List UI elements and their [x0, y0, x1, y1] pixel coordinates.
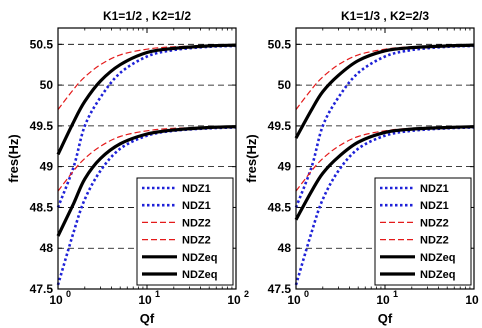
plot-frame [295, 27, 475, 290]
x-tick-label: 10 [227, 293, 241, 307]
legend-box [374, 177, 472, 286]
x-tick-exponent: 1 [393, 289, 398, 299]
legend-box [136, 177, 234, 286]
legend-label: NDZ2 [182, 235, 211, 247]
legend-label: NDZ1 [182, 200, 211, 212]
series-line-ndzeq-lower [56, 125, 237, 237]
x-tick-exponent: 0 [304, 289, 309, 299]
series-line-ndz1-upper [56, 44, 237, 208]
legend-label: NDZ1 [420, 183, 449, 195]
y-tick-label: 50.5 [30, 37, 54, 51]
y-tick-label: 50 [40, 78, 54, 92]
legend-label: NDZ2 [420, 217, 449, 229]
series-line-ndz1-lower [294, 126, 475, 286]
chart-title: K1=1/3 , K2=2/3 [341, 9, 429, 23]
x-tick-exponent: 1 [155, 289, 160, 299]
series-line-ndzeq-lower [294, 125, 475, 221]
series-line-ndz2-upper [295, 44, 475, 110]
legend-label: NDZeq [420, 252, 455, 264]
y-tick-label: 48.5 [30, 200, 54, 214]
legend-label: NDZ2 [182, 217, 211, 229]
series-line-ndzeq-upper [294, 43, 475, 139]
x-axis-label: Qf [140, 311, 155, 326]
y-axis-label: fres(Hz) [244, 134, 259, 182]
legend-label: NDZeq [182, 269, 217, 281]
x-tick-label: 10 [465, 293, 479, 307]
x-tick-exponent: 2 [244, 289, 249, 299]
legend-label: NDZ1 [182, 183, 211, 195]
y-tick-label: 47.5 [268, 282, 292, 296]
y-tick-label: 47.5 [30, 282, 54, 296]
y-tick-label: 49.5 [268, 119, 292, 133]
legend-label: NDZeq [182, 252, 217, 264]
legend-label: NDZ1 [420, 200, 449, 212]
x-tick-label: 10 [287, 293, 301, 307]
y-tick-label: 49 [40, 160, 54, 174]
y-tick-label: 49 [278, 160, 292, 174]
series-line-ndzeq-upper [56, 43, 237, 156]
series-line-ndz1-upper [294, 44, 475, 208]
y-axis-label: fres(Hz) [6, 134, 21, 182]
x-tick-label: 10 [376, 293, 390, 307]
y-tick-label: 48 [278, 241, 292, 255]
y-tick-label: 50.5 [268, 37, 292, 51]
legend-label: NDZ2 [420, 235, 449, 247]
chart-title: K1=1/2 , K2=1/2 [103, 9, 191, 23]
plot-frame [57, 27, 237, 290]
y-tick-label: 50 [278, 78, 292, 92]
y-tick-label: 48.5 [268, 200, 292, 214]
x-axis-label: Qf [378, 311, 393, 326]
series-line-ndz1-lower [56, 126, 237, 286]
x-tick-label: 10 [138, 293, 152, 307]
x-tick-exponent: 0 [66, 289, 71, 299]
y-tick-label: 49.5 [30, 119, 54, 133]
y-tick-label: 48 [40, 241, 54, 255]
x-tick-label: 10 [49, 293, 63, 307]
legend-label: NDZeq [420, 269, 455, 281]
